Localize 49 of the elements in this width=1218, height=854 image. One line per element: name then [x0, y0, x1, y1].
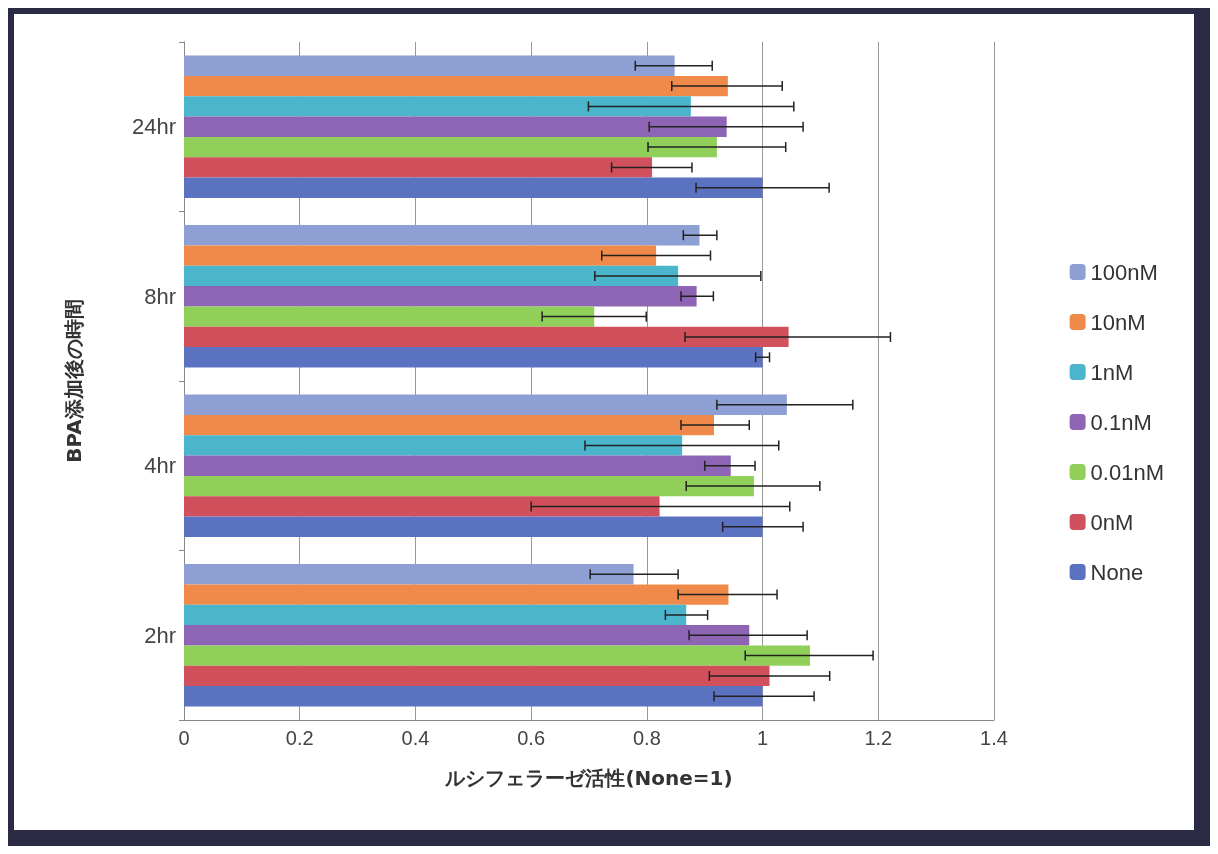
bar	[184, 96, 691, 117]
bar	[184, 75, 728, 97]
legend-label: 100nM	[1090, 259, 1158, 285]
x-tick-label: 0.8	[632, 727, 661, 749]
legend-label: 1nM	[1090, 359, 1134, 385]
bar	[184, 564, 634, 585]
bar	[184, 136, 717, 158]
bar	[184, 55, 675, 76]
bar	[184, 245, 657, 266]
bar	[184, 584, 729, 605]
legend-label: None	[1090, 559, 1144, 585]
bar	[184, 347, 763, 368]
bar	[184, 177, 763, 198]
legend-label: 0.1nM	[1090, 409, 1152, 435]
legend-label: 10nM	[1090, 309, 1146, 335]
legend-label: 0.01nM	[1090, 459, 1165, 485]
bar	[184, 604, 687, 626]
y-tick-label: 24hr	[131, 114, 176, 140]
bar	[184, 665, 770, 687]
y-tick-label: 8hr	[144, 283, 176, 309]
bar	[184, 625, 750, 646]
bar	[184, 686, 763, 707]
bar	[184, 496, 660, 517]
y-axis-title: BPA添加後の時間	[62, 299, 86, 463]
x-tick-label: 0.6	[517, 727, 546, 749]
bar	[184, 414, 714, 436]
x-tick-label: 1	[757, 727, 769, 749]
bar	[184, 455, 731, 476]
y-tick-label: 4hr	[144, 453, 176, 479]
x-axis-title: ルシフェラーゼ活性(None=1)	[444, 766, 733, 790]
bar	[184, 645, 811, 666]
bar	[184, 286, 697, 307]
legend-label: 0nM	[1090, 509, 1134, 535]
x-tick-label: 1.2	[864, 727, 893, 749]
x-tick-label: 1.4	[980, 727, 1008, 749]
x-tick-label: 0	[178, 727, 190, 749]
bar	[184, 225, 700, 246]
y-tick-label: 2hr	[144, 622, 176, 648]
bar	[184, 516, 763, 537]
bar	[184, 157, 653, 178]
bar	[184, 306, 595, 327]
bar	[184, 475, 754, 497]
x-tick-label: 0.2	[285, 727, 314, 749]
bar	[184, 435, 683, 456]
bar	[184, 394, 787, 415]
bar	[184, 265, 679, 287]
bar	[184, 326, 789, 348]
bar	[184, 116, 727, 137]
x-tick-label: 0.4	[401, 727, 430, 749]
